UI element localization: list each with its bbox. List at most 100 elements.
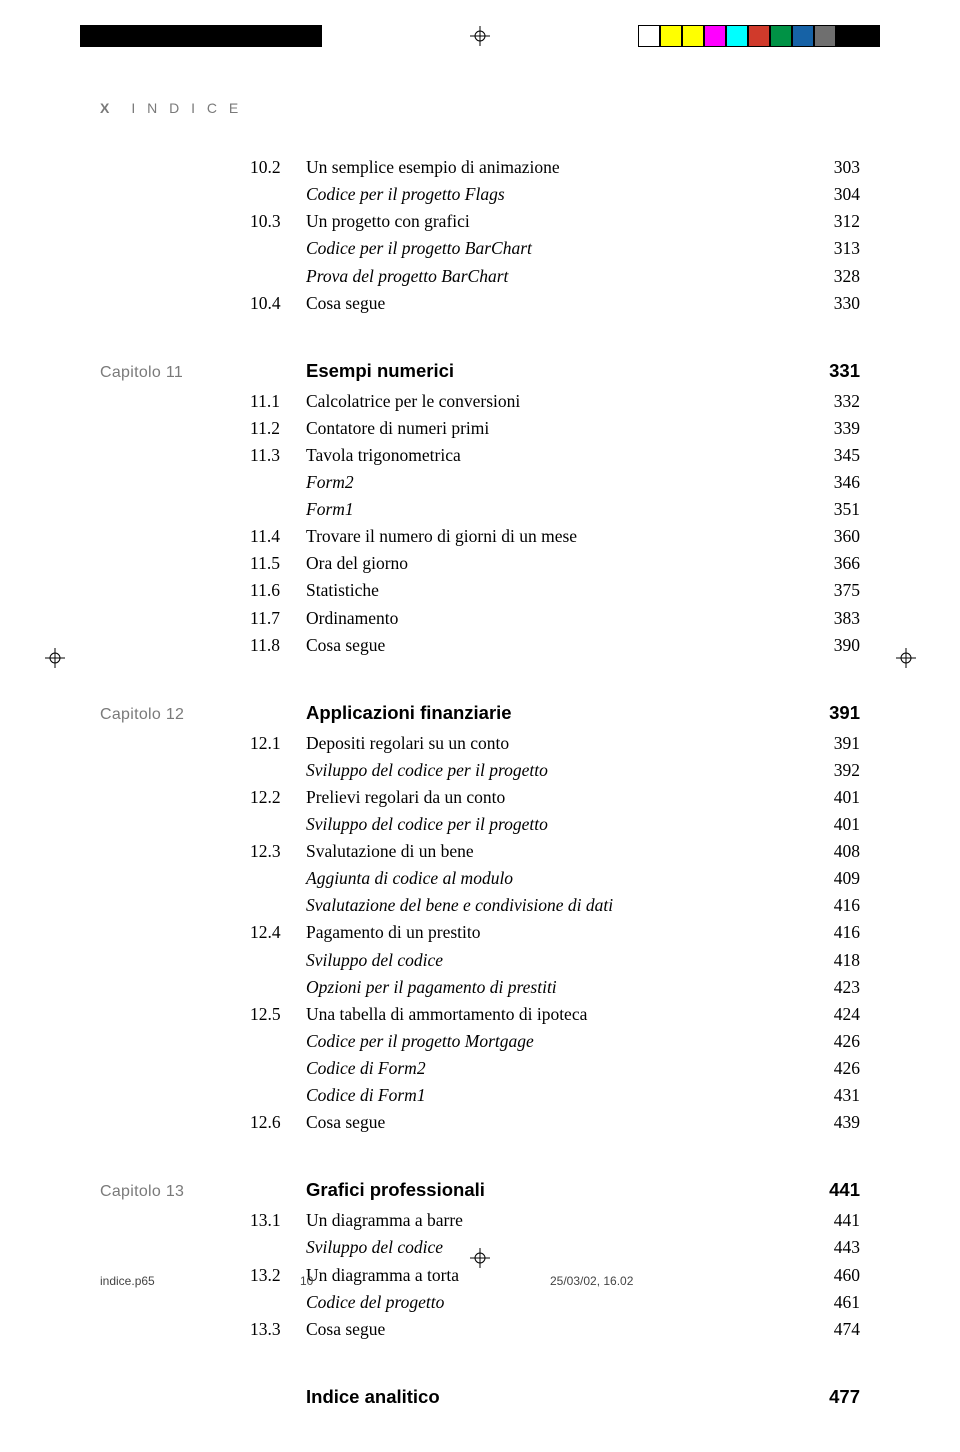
toc-page: 392 [800,757,860,784]
toc-text: Codice per il progetto Mortgage [306,1028,800,1055]
toc-row: 12.5Una tabella di ammortamento di ipote… [100,1001,860,1028]
footer-timestamp: 25/03/02, 16.02 [550,1274,633,1288]
toc-row: 13.3Cosa segue474 [100,1316,860,1343]
toc-block: Capitolo 13Grafici professionali44113.1U… [100,1176,860,1342]
toc-page: 390 [800,632,860,659]
toc-num: 10.2 [250,154,306,181]
toc-num: 12.6 [250,1109,306,1136]
toc-row: Codice per il progetto Mortgage426 [100,1028,860,1055]
toc-text: Un diagramma a barre [306,1207,800,1234]
toc-page: 408 [800,838,860,865]
toc-page: 304 [800,181,860,208]
color-swatch [858,25,880,47]
color-swatch [80,25,102,47]
toc-page: 345 [800,442,860,469]
registration-mark-icon [470,26,490,46]
toc-row: 11.3Tavola trigonometrica345 [100,442,860,469]
toc-num: 13.3 [250,1316,306,1343]
toc-row: 12.6Cosa segue439 [100,1109,860,1136]
toc-row: 10.2Un semplice esempio di animazione303 [100,154,860,181]
color-swatch [638,25,660,47]
toc-row: 11.5Ora del giorno366 [100,550,860,577]
toc-page: 330 [800,290,860,317]
toc-text: Cosa segue [306,1109,800,1136]
toc-row: 11.7Ordinamento383 [100,605,860,632]
toc-page: 439 [800,1109,860,1136]
running-head-marker: X [100,100,113,116]
toc-text: Una tabella di ammortamento di ipoteca [306,1001,800,1028]
toc-text: Form2 [306,469,800,496]
toc-row: Prova del progetto BarChart328 [100,263,860,290]
color-swatch [256,25,278,47]
toc-text: Cosa segue [306,290,800,317]
colorbar-left [80,25,322,47]
toc-row: 13.1Un diagramma a barre441 [100,1207,860,1234]
toc-row: Sviluppo del codice443 [100,1234,860,1261]
toc-num: 12.1 [250,730,306,757]
toc-num: 11.3 [250,442,306,469]
toc-num: 11.5 [250,550,306,577]
toc-text: Trovare il numero di giorni di un mese [306,523,800,550]
toc-row: 12.4Pagamento di un prestito416 [100,919,860,946]
toc-row: Svalutazione del bene e condivisione di … [100,892,860,919]
color-swatch [682,25,704,47]
toc-page: 441 [800,1207,860,1234]
toc-text: Prova del progetto BarChart [306,263,800,290]
toc-row: Form1351 [100,496,860,523]
toc-page: 351 [800,496,860,523]
toc-heading-text: Grafici professionali [306,1176,800,1205]
color-swatch [300,25,322,47]
toc-page: 416 [800,892,860,919]
toc-heading-page: 331 [800,357,860,386]
toc-text: Cosa segue [306,1316,800,1343]
color-swatch [168,25,190,47]
toc-text: Sviluppo del codice [306,947,800,974]
toc-heading-page: 477 [800,1383,860,1412]
toc-text: Sviluppo del codice per il progetto [306,757,800,784]
page-content: XI N D I C E 10.2Un semplice esempio di … [100,100,860,1452]
toc-num: 13.1 [250,1207,306,1234]
toc-num: 11.6 [250,577,306,604]
toc-page: 303 [800,154,860,181]
toc-num: 11.4 [250,523,306,550]
toc-num: 11.8 [250,632,306,659]
toc-heading-page: 441 [800,1176,860,1205]
toc-page: 424 [800,1001,860,1028]
toc-row: 12.2Prelievi regolari da un conto401 [100,784,860,811]
colorbar-right [638,25,880,47]
toc-row: Sviluppo del codice per il progetto392 [100,757,860,784]
toc-num: 10.4 [250,290,306,317]
table-of-contents: 10.2Un semplice esempio di animazione303… [100,154,860,1412]
chapter-label: Capitolo 11 [100,361,250,386]
toc-page: 401 [800,811,860,838]
toc-row: Codice per il progetto BarChart313 [100,235,860,262]
toc-page: 312 [800,208,860,235]
toc-text: Pagamento di un prestito [306,919,800,946]
toc-page: 339 [800,415,860,442]
toc-heading-page: 391 [800,699,860,728]
toc-page: 461 [800,1289,860,1316]
toc-heading-text: Applicazioni finanziarie [306,699,800,728]
toc-heading-row: Capitolo 12Applicazioni finanziarie391 [100,699,860,728]
toc-block: Capitolo 11Esempi numerici33111.1Calcola… [100,357,860,659]
toc-page: 443 [800,1234,860,1261]
toc-row: Opzioni per il pagamento di prestiti423 [100,974,860,1001]
toc-page: 383 [800,605,860,632]
toc-heading-text: Indice analitico [306,1383,800,1412]
toc-page: 423 [800,974,860,1001]
toc-page: 366 [800,550,860,577]
toc-num: 11.1 [250,388,306,415]
toc-text: Cosa segue [306,632,800,659]
toc-text: Aggiunta di codice al modulo [306,865,800,892]
toc-row: 11.6Statistiche375 [100,577,860,604]
color-swatch [836,25,858,47]
toc-text: Contatore di numeri primi [306,415,800,442]
toc-page: 346 [800,469,860,496]
toc-text: Un semplice esempio di animazione [306,154,800,181]
toc-page: 360 [800,523,860,550]
toc-page: 418 [800,947,860,974]
registration-mark-icon [45,648,65,668]
toc-text: Codice del progetto [306,1289,800,1316]
color-swatch [726,25,748,47]
toc-page: 313 [800,235,860,262]
